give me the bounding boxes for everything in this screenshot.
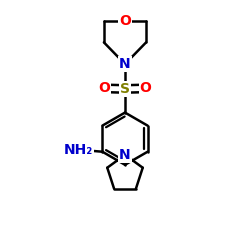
Text: O: O bbox=[140, 82, 151, 96]
Text: N: N bbox=[119, 57, 131, 71]
Text: O: O bbox=[119, 14, 131, 28]
Text: N: N bbox=[119, 148, 131, 162]
Text: O: O bbox=[98, 82, 110, 96]
Text: S: S bbox=[120, 82, 130, 96]
Text: NH₂: NH₂ bbox=[64, 144, 93, 158]
